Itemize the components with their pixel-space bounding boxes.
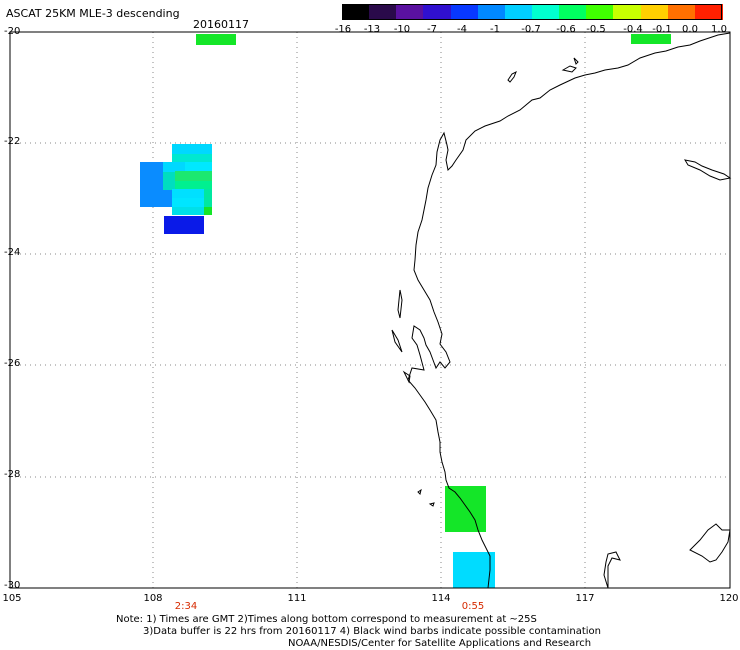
lat-label: -24 xyxy=(4,247,21,258)
colorbar-cell xyxy=(450,4,479,20)
coast-island xyxy=(397,289,403,319)
pass-time: 2:34 xyxy=(174,601,198,612)
lat-label: -22 xyxy=(4,136,21,147)
coast-island xyxy=(561,65,577,73)
lon-label: 117 xyxy=(575,593,595,604)
coast-island xyxy=(573,57,579,65)
lon-label: 120 xyxy=(719,593,739,604)
lat-label: -26 xyxy=(4,358,21,369)
colorbar-label: -13 xyxy=(363,24,381,35)
data-cell xyxy=(172,207,204,215)
coastline xyxy=(391,32,732,589)
plot-frame xyxy=(9,31,731,589)
colorbar-cell xyxy=(504,4,533,20)
data-cell xyxy=(445,486,486,532)
colorbar-label: -0.1 xyxy=(652,24,672,35)
map-title: ASCAT 25KM MLE-3 descending xyxy=(6,7,180,20)
colorbar-label: 1.0 xyxy=(711,24,727,35)
data-cell xyxy=(196,34,236,45)
colorbar-cell xyxy=(423,4,452,20)
colorbar-cell xyxy=(477,4,506,20)
data-cell xyxy=(172,144,212,154)
colorbar-cell xyxy=(532,4,560,20)
colorbar-cell xyxy=(613,4,642,20)
colorbar-cell xyxy=(586,4,615,20)
lon-label: 108 xyxy=(143,593,163,604)
colorbar-label: -0.6 xyxy=(556,24,576,35)
colorbar-label: 0.0 xyxy=(682,24,698,35)
pass-time: 0:55 xyxy=(461,601,485,612)
colorbar-cell xyxy=(559,4,588,20)
coast-island xyxy=(428,502,435,507)
lon-label: 111 xyxy=(287,593,307,604)
data-cell xyxy=(204,189,212,215)
data-cell xyxy=(175,171,212,181)
data-cell xyxy=(175,181,212,189)
colorbar-cell xyxy=(369,4,398,20)
colorbar-cell xyxy=(396,4,425,20)
data-cell xyxy=(631,34,671,44)
data-cell xyxy=(172,154,212,163)
coastline-southeast xyxy=(603,551,621,589)
colorbar-cell xyxy=(640,4,669,20)
data-cell xyxy=(164,216,204,234)
coast-island xyxy=(417,488,422,495)
colorbar-cell xyxy=(667,4,696,20)
data-cells xyxy=(140,34,671,588)
lon-label: 105 xyxy=(2,593,22,604)
note-line-1: Note: 1) Times are GMT 2)Times along bot… xyxy=(116,614,537,625)
colorbar-cell xyxy=(342,4,370,20)
coast-island xyxy=(683,159,732,181)
note-line-2: 3)Data buffer is 22 hrs from 20160117 4)… xyxy=(143,626,601,637)
data-cell xyxy=(453,552,495,588)
data-cell xyxy=(172,189,204,198)
colorbar-label: -0.4 xyxy=(623,24,643,35)
lat-label: -20 xyxy=(4,26,21,37)
lat-label: -28 xyxy=(4,469,21,480)
colorbar-label: -1 xyxy=(490,24,500,35)
data-cell xyxy=(163,162,185,172)
colorbar-label: -7 xyxy=(427,24,437,35)
note-line-3: NOAA/NESDIS/Center for Satellite Applica… xyxy=(288,638,592,649)
colorbar-frame xyxy=(342,4,722,20)
colorbar-label: -4 xyxy=(457,24,467,35)
colorbar-label: -0.7 xyxy=(521,24,541,35)
coastline-southeast xyxy=(689,523,731,563)
data-cell xyxy=(204,207,212,215)
lon-label: 114 xyxy=(431,593,451,604)
coast-island xyxy=(402,370,411,384)
coast-island xyxy=(391,329,403,353)
data-cell xyxy=(172,198,204,207)
grid-lines xyxy=(10,32,730,588)
colorbar-label: -10 xyxy=(393,24,411,35)
map-date: 20160117 xyxy=(193,18,249,31)
coast-island xyxy=(507,70,517,83)
lat-label: -30 xyxy=(4,580,21,591)
colorbar-label: -0.5 xyxy=(586,24,606,35)
colorbar-label: -16 xyxy=(334,24,352,35)
data-cell xyxy=(185,162,212,171)
colorbar-cell xyxy=(694,4,723,20)
